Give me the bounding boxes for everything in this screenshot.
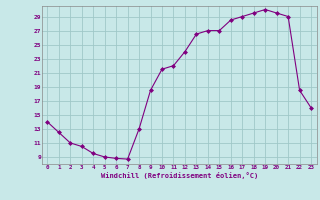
X-axis label: Windchill (Refroidissement éolien,°C): Windchill (Refroidissement éolien,°C): [100, 172, 258, 179]
